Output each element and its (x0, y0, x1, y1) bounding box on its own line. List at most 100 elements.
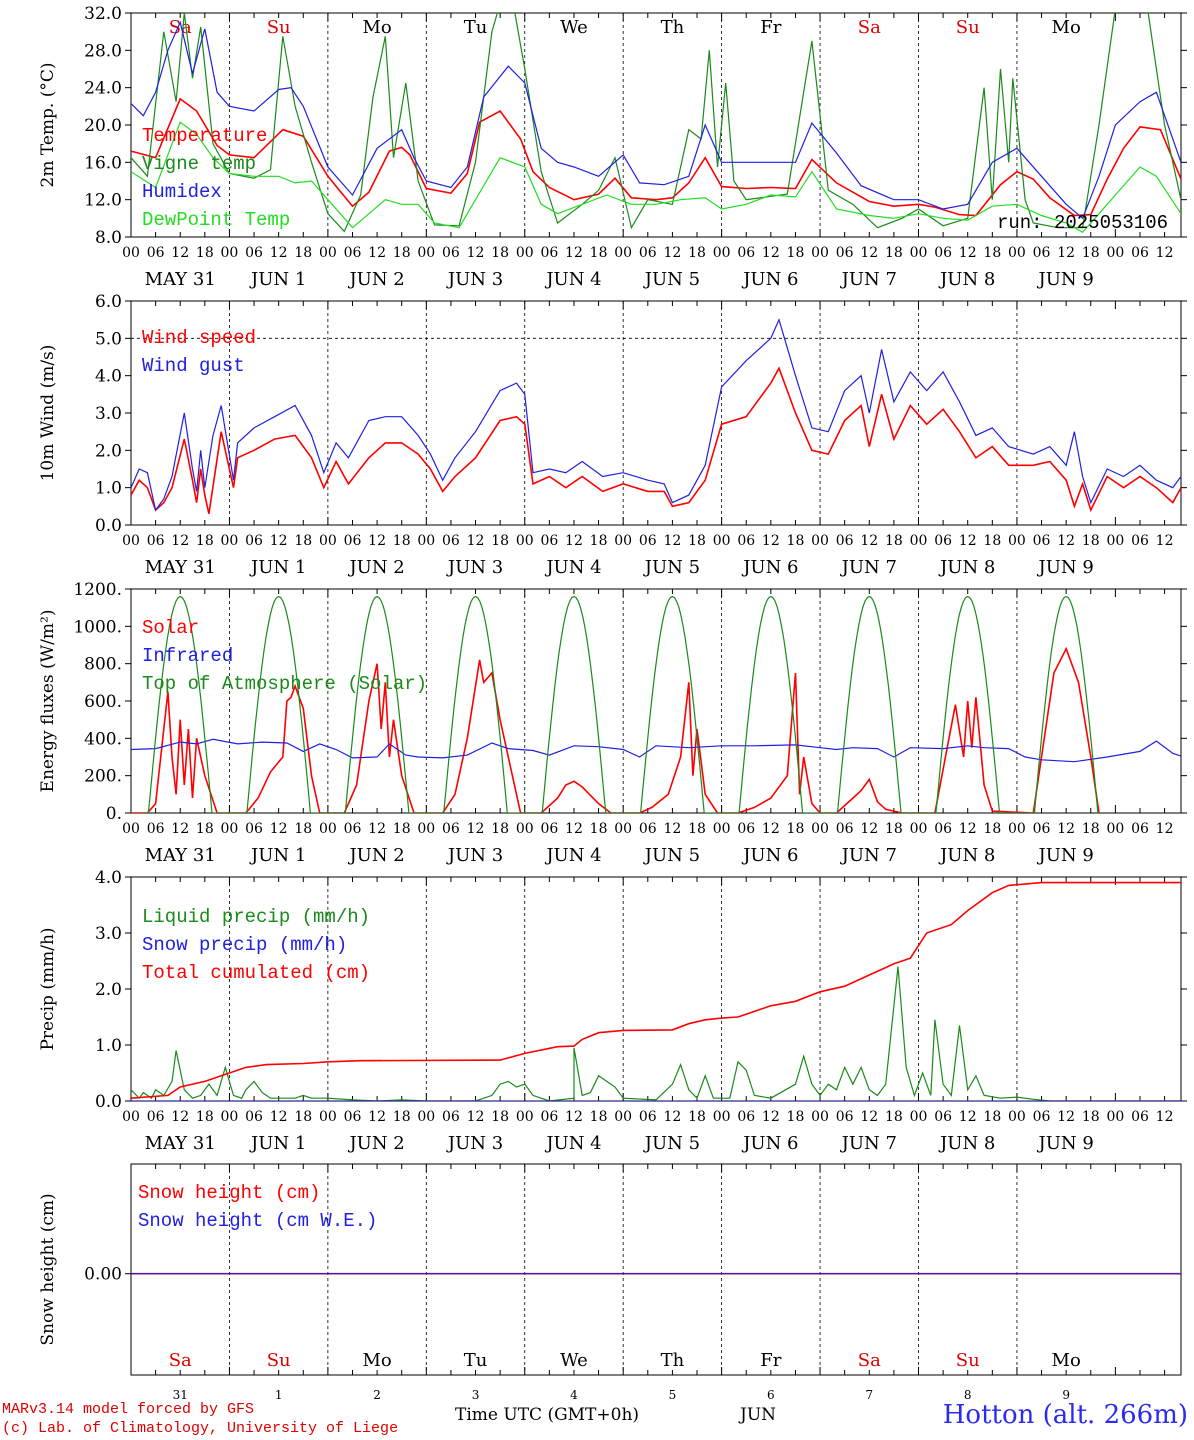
x-hour-label: 00 (417, 1109, 435, 1125)
x-day-label: JUN 6 (741, 269, 798, 290)
x-day-label: JUN 9 (1037, 269, 1094, 290)
y-tick-label: 1000. (73, 617, 122, 637)
legend-entry: Total cumulated (cm) (142, 962, 370, 984)
y-axis-label: Snow height (cm) (38, 1193, 58, 1345)
x-day-number-label: 8 (964, 1388, 972, 1402)
x-hour-label: 12 (860, 1109, 878, 1125)
series-line (131, 317, 1181, 512)
x-hour-label: 00 (221, 533, 239, 549)
x-hour-label: 12 (663, 1109, 681, 1125)
x-day-label: JUN 4 (544, 269, 601, 290)
x-day-label: JUN 2 (347, 845, 404, 866)
y-axis-label: Energy fluxes (W/m²) (38, 610, 58, 793)
x-hour-label: 00 (122, 1109, 140, 1125)
x-hour-label: 00 (516, 533, 534, 549)
x-day-label: JUN 6 (741, 845, 798, 866)
x-hour-label: 06 (442, 1109, 460, 1125)
weekday-label: Th (661, 17, 685, 38)
x-hour-label: 06 (934, 821, 952, 837)
weekday-label: Fr (760, 17, 781, 38)
x-day-label: JUN 8 (938, 557, 995, 578)
x-hour-label: 06 (147, 1109, 165, 1125)
x-hour-label: 06 (245, 245, 263, 261)
weekday-label: Th (661, 1350, 685, 1371)
legend-entry: Wind speed (142, 327, 256, 349)
x-hour-label: 00 (1106, 245, 1124, 261)
x-day-label: JUN 9 (1037, 557, 1094, 578)
x-hour-label: 12 (1156, 245, 1174, 261)
x-hour-label: 12 (467, 1109, 485, 1125)
x-hour-label: 12 (762, 533, 780, 549)
x-hour-label: 06 (344, 821, 362, 837)
x-hour-label: 00 (811, 1109, 829, 1125)
y-tick-label: 0.0 (95, 516, 122, 536)
x-hour-label: 06 (442, 245, 460, 261)
y-tick-label: 4.0 (95, 868, 122, 888)
x-hour-label: 00 (713, 1109, 731, 1125)
x-hour-label: 12 (565, 821, 583, 837)
x-day-label: JUN 4 (544, 557, 601, 578)
x-hour-label: 12 (959, 1109, 977, 1125)
x-hour-label: 12 (171, 821, 189, 837)
legend-entry: Liquid precip (mm/h) (142, 906, 370, 928)
weekday-label: Mo (1052, 1350, 1081, 1371)
x-day-label: JUN 7 (840, 1133, 897, 1154)
x-hour-label: 06 (934, 533, 952, 549)
x-hour-label: 18 (196, 245, 214, 261)
y-tick-label: 4.0 (95, 367, 122, 387)
x-hour-label: 12 (860, 533, 878, 549)
x-hour-label: 00 (319, 1109, 337, 1125)
x-hour-label: 06 (540, 245, 558, 261)
series-line (131, 366, 1181, 514)
y-tick-label: 5.0 (95, 329, 122, 349)
y-tick-label: 28.0 (84, 41, 122, 61)
legend-entry: Infrared (142, 645, 233, 667)
y-tick-label: 800. (84, 655, 122, 675)
x-hour-label: 18 (1082, 245, 1100, 261)
series-line (131, 121, 1181, 234)
weekday-label: Sa (858, 17, 881, 38)
x-hour-label: 06 (1131, 533, 1149, 549)
y-tick-label: 20.0 (84, 116, 122, 136)
x-hour-label: 18 (1082, 821, 1100, 837)
x-hour-label: 18 (491, 1109, 509, 1125)
weekday-label: Su (267, 17, 291, 38)
x-day-label: JUN 5 (643, 1133, 700, 1154)
legend-entry: Wind gust (142, 355, 245, 377)
x-hour-label: 06 (836, 1109, 854, 1125)
x-hour-label: 12 (1057, 533, 1075, 549)
x-hour-label: 00 (1008, 821, 1026, 837)
x-hour-label: 12 (565, 1109, 583, 1125)
x-day-label: JUN 7 (840, 269, 897, 290)
x-hour-label: 12 (368, 1109, 386, 1125)
x-hour-label: 00 (516, 821, 534, 837)
y-tick-label: 6.0 (95, 292, 122, 312)
x-hour-label: 18 (590, 1109, 608, 1125)
y-tick-label: 0.00 (84, 1265, 122, 1285)
x-hour-label: 00 (319, 821, 337, 837)
x-hour-label: 12 (860, 245, 878, 261)
legend-entry: Vigne temp (142, 153, 256, 175)
x-hour-label: 18 (590, 533, 608, 549)
x-hour-label: 06 (737, 533, 755, 549)
x-hour-label: 18 (590, 245, 608, 261)
series-line (131, 966, 1181, 1101)
x-hour-label: 18 (393, 821, 411, 837)
x-hour-label: 12 (565, 245, 583, 261)
x-day-number-label: 3 (472, 1388, 480, 1402)
x-day-label: JUN 2 (347, 557, 404, 578)
x-hour-label: 18 (1082, 533, 1100, 549)
x-hour-label: 06 (836, 533, 854, 549)
x-day-label: JUN 2 (347, 1133, 404, 1154)
x-day-number-label: 4 (570, 1388, 578, 1402)
x-hour-label: 18 (787, 533, 805, 549)
x-hour-label: 00 (221, 821, 239, 837)
x-hour-label: 12 (1057, 1109, 1075, 1125)
y-axis-label: 2m Temp. (°C) (38, 62, 58, 187)
y-tick-label: 200. (84, 767, 122, 787)
panel-frame (130, 12, 1182, 238)
x-hour-label: 06 (836, 821, 854, 837)
y-tick-label: 0.0 (95, 1092, 122, 1112)
x-hour-label: 18 (787, 245, 805, 261)
x-hour-label: 18 (885, 245, 903, 261)
